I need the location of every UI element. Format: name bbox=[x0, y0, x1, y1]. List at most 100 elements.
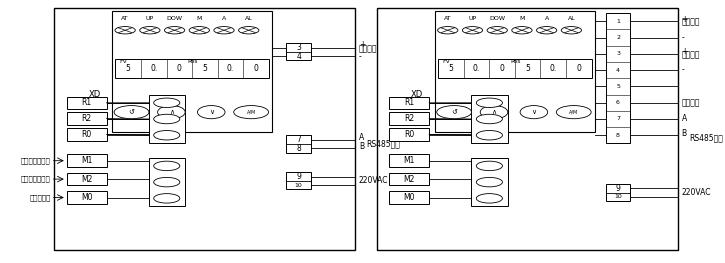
Bar bbox=[67, 128, 107, 141]
Circle shape bbox=[561, 27, 581, 34]
Text: 3: 3 bbox=[297, 43, 301, 52]
Ellipse shape bbox=[197, 105, 225, 119]
Text: 5: 5 bbox=[525, 64, 530, 73]
Circle shape bbox=[476, 114, 502, 124]
Ellipse shape bbox=[157, 105, 185, 119]
Text: UP: UP bbox=[468, 16, 476, 22]
Text: 4: 4 bbox=[297, 52, 301, 61]
Text: 0.: 0. bbox=[473, 64, 480, 73]
Text: DOW: DOW bbox=[167, 16, 183, 22]
Bar bbox=[54, 8, 355, 250]
Text: M2: M2 bbox=[404, 175, 415, 184]
Ellipse shape bbox=[480, 105, 508, 119]
Text: UP: UP bbox=[146, 16, 154, 22]
Ellipse shape bbox=[114, 105, 149, 119]
Text: A/M: A/M bbox=[569, 110, 579, 115]
Circle shape bbox=[214, 27, 234, 34]
Text: 0: 0 bbox=[254, 64, 259, 73]
Circle shape bbox=[476, 161, 502, 171]
Bar bbox=[67, 97, 107, 109]
Bar bbox=[389, 191, 429, 204]
Text: A/M: A/M bbox=[247, 110, 256, 115]
Circle shape bbox=[140, 27, 160, 34]
Circle shape bbox=[189, 27, 210, 34]
Text: M0: M0 bbox=[404, 193, 415, 202]
Bar bbox=[115, 59, 269, 78]
Text: 1: 1 bbox=[616, 19, 620, 24]
Text: 0.: 0. bbox=[550, 64, 557, 73]
Text: Pos: Pos bbox=[510, 59, 521, 64]
Text: M0: M0 bbox=[81, 193, 92, 202]
Ellipse shape bbox=[436, 105, 471, 119]
Text: ↺: ↺ bbox=[128, 109, 134, 115]
Text: B: B bbox=[359, 142, 364, 151]
Text: R0: R0 bbox=[404, 130, 415, 139]
Text: 5: 5 bbox=[202, 64, 207, 73]
Bar bbox=[377, 8, 678, 250]
Text: 反馈输出: 反馈输出 bbox=[682, 50, 700, 59]
Text: 9: 9 bbox=[616, 184, 621, 193]
Circle shape bbox=[154, 161, 180, 171]
Bar bbox=[471, 158, 507, 206]
Bar bbox=[389, 128, 429, 141]
Bar bbox=[67, 191, 107, 204]
Text: M1: M1 bbox=[81, 156, 92, 165]
Text: 10: 10 bbox=[295, 183, 302, 188]
Text: 6: 6 bbox=[616, 100, 620, 105]
Bar bbox=[435, 11, 594, 132]
Ellipse shape bbox=[233, 105, 268, 119]
Text: B: B bbox=[682, 129, 687, 138]
Text: RS485通迅: RS485通迅 bbox=[689, 133, 724, 142]
Text: 反馈输出: 反馈输出 bbox=[359, 44, 378, 53]
Bar bbox=[286, 135, 311, 153]
Text: 故障报警: 故障报警 bbox=[682, 98, 700, 107]
Text: 220VAC: 220VAC bbox=[682, 188, 711, 197]
Text: AL: AL bbox=[245, 16, 252, 22]
Bar bbox=[389, 154, 429, 167]
Text: +: + bbox=[682, 15, 688, 24]
Bar bbox=[286, 43, 311, 60]
Circle shape bbox=[154, 194, 180, 203]
Text: 7: 7 bbox=[297, 135, 301, 144]
Ellipse shape bbox=[520, 105, 547, 119]
Bar bbox=[606, 184, 630, 201]
Text: A: A bbox=[544, 16, 549, 22]
Text: 7: 7 bbox=[616, 117, 620, 122]
Text: XD: XD bbox=[88, 90, 101, 99]
Text: R2: R2 bbox=[405, 114, 414, 123]
Circle shape bbox=[476, 194, 502, 203]
Text: 控制输入: 控制输入 bbox=[682, 18, 700, 27]
Text: 3: 3 bbox=[616, 51, 620, 56]
Text: R1: R1 bbox=[82, 98, 91, 107]
Bar bbox=[149, 158, 185, 206]
Text: 机电（中）: 机电（中） bbox=[30, 194, 51, 201]
Text: 8: 8 bbox=[616, 133, 620, 138]
Text: AT: AT bbox=[121, 16, 129, 22]
Circle shape bbox=[536, 27, 557, 34]
Circle shape bbox=[154, 177, 180, 187]
Text: 机电反转（相）: 机电反转（相） bbox=[21, 176, 51, 183]
Text: ∨: ∨ bbox=[209, 109, 214, 115]
Circle shape bbox=[154, 98, 180, 108]
Bar bbox=[471, 95, 507, 143]
Bar bbox=[67, 112, 107, 125]
Bar bbox=[389, 173, 429, 185]
Text: FV: FV bbox=[120, 59, 128, 64]
Text: 0: 0 bbox=[576, 64, 581, 73]
Text: 9: 9 bbox=[297, 172, 301, 181]
Circle shape bbox=[487, 27, 508, 34]
Text: DOW: DOW bbox=[489, 16, 505, 22]
Text: 0.: 0. bbox=[150, 64, 157, 73]
Circle shape bbox=[154, 114, 180, 124]
Text: 0.: 0. bbox=[227, 64, 234, 73]
Bar bbox=[438, 59, 592, 78]
Text: 8: 8 bbox=[297, 144, 301, 153]
Text: M: M bbox=[196, 16, 202, 22]
Text: RS485通迅: RS485通迅 bbox=[366, 139, 400, 149]
Text: A: A bbox=[359, 133, 364, 142]
Text: ∧: ∧ bbox=[169, 109, 174, 115]
Text: 0: 0 bbox=[500, 64, 505, 73]
Bar bbox=[606, 13, 630, 143]
Text: +: + bbox=[359, 40, 365, 49]
Circle shape bbox=[438, 27, 458, 34]
